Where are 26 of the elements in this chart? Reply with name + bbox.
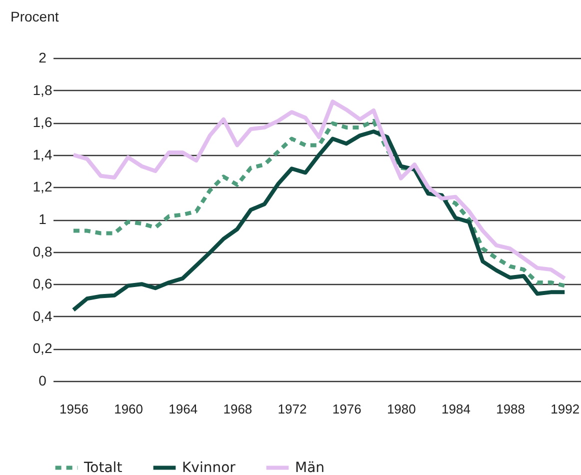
- legend-label: Kvinnor: [182, 460, 236, 475]
- legend-label: Totalt: [83, 460, 123, 475]
- y-axis-title: Procent: [10, 8, 59, 24]
- x-tick-label: 1972: [278, 402, 307, 416]
- x-tick-label: 1960: [114, 402, 143, 416]
- y-tick-label: 1,2: [32, 178, 52, 195]
- line-series: [71, 129, 567, 312]
- y-tick-label: 0,8: [32, 243, 52, 260]
- y-tick-label: 1,6: [32, 114, 52, 130]
- y-tick-label: 0,4: [32, 308, 52, 324]
- y-tick-label: 0: [38, 372, 47, 388]
- x-tick-label: 1984: [442, 402, 470, 416]
- x-tick-label: 1964: [168, 402, 198, 416]
- y-tick-label: 0,6: [32, 276, 52, 292]
- x-tick-label: 1968: [223, 402, 252, 416]
- x-tick-label: 1992: [550, 402, 580, 416]
- y-tick-label: 1,8: [32, 82, 52, 98]
- x-tick-label: 1956: [60, 402, 88, 416]
- y-tick-label: 2: [38, 50, 47, 66]
- y-tick-label: 1,4: [32, 146, 52, 162]
- legend-label: Män: [295, 460, 325, 475]
- x-tick-label: 1980: [386, 402, 416, 416]
- y-tick-label: 0,2: [32, 340, 52, 356]
- x-tick-label: 1976: [332, 402, 362, 416]
- x-tick-label: 1988: [496, 402, 526, 416]
- y-tick-label: 1: [38, 211, 47, 227]
